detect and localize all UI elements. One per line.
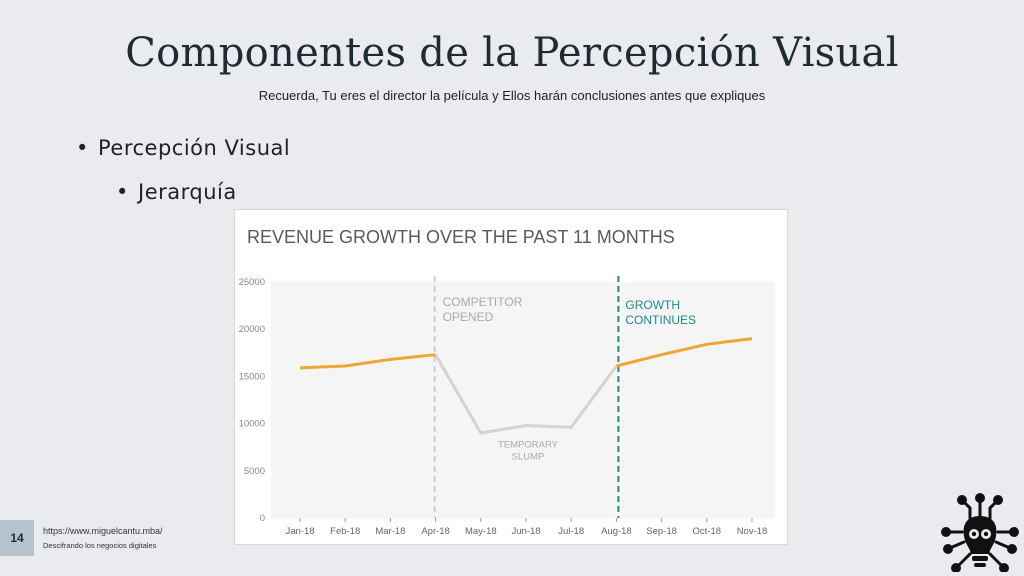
- brain-circuit-icon: [941, 493, 1019, 572]
- chart-svg: REVENUE GROWTH OVER THE PAST 11 MONTHS 0 5…: [239, 227, 775, 537]
- slide-title: Componentes de la Percepción Visual: [125, 30, 899, 76]
- x-tick-label: Nov-18: [737, 526, 768, 537]
- bullet-jerarquia: • Jerarquía: [116, 180, 237, 204]
- x-tick-label: May-18: [465, 526, 497, 537]
- slump-annotation: SLUMP: [512, 451, 545, 462]
- growth-annotation: CONTINUES: [625, 313, 696, 327]
- slump-series-line: [434, 353, 618, 435]
- bullet-label: Jerarquía: [138, 180, 237, 204]
- x-tick-label: Jan-18: [285, 526, 314, 537]
- x-tick-label: Jul-18: [558, 526, 584, 537]
- y-tick-label: 10000: [239, 419, 265, 430]
- x-tick-label: Jun-18: [511, 526, 540, 537]
- y-tick-label: 15000: [239, 371, 265, 382]
- footer-tagline: Descifrando los negocios digitales: [43, 541, 157, 550]
- bullet-label: Percepción Visual: [98, 136, 291, 160]
- y-tick-label: 0: [260, 513, 265, 524]
- bullet-dot: •: [76, 136, 89, 160]
- competitor-annotation: OPENED: [443, 310, 494, 324]
- page-number: 14: [0, 520, 34, 556]
- y-tick-label: 5000: [244, 466, 265, 477]
- x-tick-label: Mar-18: [375, 526, 405, 537]
- x-tick-label: Sep-18: [646, 526, 677, 537]
- plot-area: [271, 282, 775, 518]
- y-tick-label: 20000: [239, 324, 265, 335]
- growth-series-line-after: [616, 337, 753, 368]
- chart-title: REVENUE GROWTH OVER THE PAST 11 MONTHS: [247, 227, 675, 247]
- footer-url[interactable]: https://www.miguelcantu.mba/: [43, 526, 163, 536]
- x-tick-label: Aug-18: [601, 526, 632, 537]
- bullet-dot: •: [116, 180, 129, 204]
- growth-annotation: GROWTH: [625, 298, 680, 312]
- growth-series-line-before: [299, 353, 436, 370]
- x-tick-label: Oct-18: [693, 526, 722, 537]
- x-tick-label: Feb-18: [330, 526, 360, 537]
- x-tick-label: Apr-18: [421, 526, 450, 537]
- bullet-percepcion-visual: • Percepción Visual: [76, 136, 290, 160]
- slump-annotation: TEMPORARY: [498, 439, 559, 450]
- slide-subtitle: Recuerda, Tu eres el director la películ…: [258, 88, 766, 103]
- revenue-chart: REVENUE GROWTH OVER THE PAST 11 MONTHS 0 5…: [234, 209, 788, 545]
- y-tick-label: 25000: [239, 277, 265, 288]
- competitor-annotation: COMPETITOR: [443, 295, 523, 309]
